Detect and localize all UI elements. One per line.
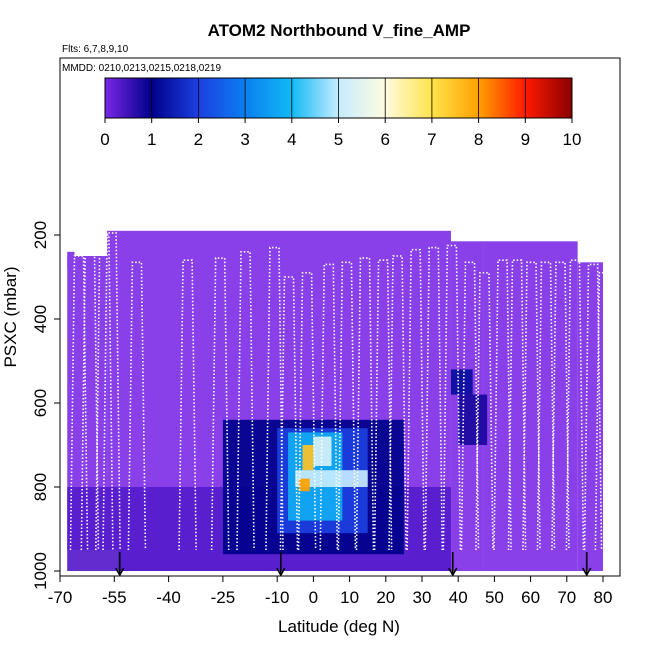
flight-track xyxy=(297,272,317,551)
x-tick-label: -40 xyxy=(156,588,181,607)
y-axis-label: PSXC (mbar) xyxy=(1,266,20,367)
flight-track xyxy=(373,259,393,551)
x-tick-label: 80 xyxy=(594,588,613,607)
x-tick-label: 60 xyxy=(521,588,540,607)
dates-label: MMDD: 0210,0213,0215,0218,0219 xyxy=(62,63,221,74)
colorbar-tick-label: 5 xyxy=(334,130,343,149)
flight-track xyxy=(460,261,480,551)
x-tick-label: 30 xyxy=(413,588,432,607)
x-tick-label: -70 xyxy=(48,588,73,607)
flight-tracks xyxy=(69,232,614,551)
x-axis-label: Latitude (deg N) xyxy=(278,617,400,636)
flight-track xyxy=(551,261,570,551)
flight-track xyxy=(522,261,541,551)
heatmap-cell xyxy=(298,478,310,492)
plot-frame xyxy=(59,57,621,577)
flight-track xyxy=(594,272,614,551)
chart-title: ATOM2 Northbound V_fine_AMP xyxy=(208,21,471,40)
colorbar-tick-label: 4 xyxy=(287,130,296,149)
x-tick-label: 40 xyxy=(449,588,468,607)
colorbar-tick-label: 8 xyxy=(474,130,483,149)
colorbar-tick-label: 10 xyxy=(563,130,582,149)
flight-track xyxy=(536,261,556,551)
y-tick-label: 200 xyxy=(31,221,50,249)
x-axis: -70 -55 -40 -25 -10 0 10 20 30 40 50 60 70 80 xyxy=(48,576,613,607)
y-tick-label: 400 xyxy=(31,305,50,333)
flight-track xyxy=(424,246,444,551)
colorbar-tick-label: 0 xyxy=(100,130,109,149)
x-tick-label: -25 xyxy=(211,588,236,607)
x-tick-label: 50 xyxy=(485,588,504,607)
heatmap-cell xyxy=(313,436,332,466)
flight-track xyxy=(279,276,299,551)
x-tick-label: 0 xyxy=(309,588,318,607)
heatmap-block xyxy=(67,251,75,269)
flight-track xyxy=(69,255,89,551)
x-tick-label: -55 xyxy=(102,588,127,607)
flight-arrow-head xyxy=(448,567,458,577)
colorbar-tick-label: 9 xyxy=(521,130,530,149)
flight-track xyxy=(265,246,284,551)
flight-track xyxy=(236,251,255,551)
flight-track xyxy=(95,234,114,551)
flight-track xyxy=(475,272,494,551)
heatmap-cell xyxy=(302,445,314,471)
flight-track xyxy=(337,261,357,551)
flight-track xyxy=(102,232,121,551)
colorbar-tick-label: 6 xyxy=(380,130,389,149)
flights-label: Flts: 6,7,8,9,10 xyxy=(62,44,129,55)
flight-track xyxy=(442,244,462,551)
y-tick-label: 1000 xyxy=(31,552,50,590)
colorbar-tick-label: 7 xyxy=(427,130,436,149)
x-tick-label: 70 xyxy=(557,588,576,607)
flight-track xyxy=(178,259,197,551)
x-tick-label: 10 xyxy=(340,588,359,607)
colorbar-tick-label: 2 xyxy=(194,130,203,149)
heatmap-cell xyxy=(295,470,368,487)
colorbar-tick-label: 1 xyxy=(147,130,156,149)
y-tick-label: 800 xyxy=(31,473,50,501)
flight-track xyxy=(388,255,407,551)
heatmap-block xyxy=(483,241,578,572)
colorbar: 0 1 2 3 4 5 6 7 8 9 10 xyxy=(100,77,582,149)
flight-track xyxy=(493,259,512,551)
flight-track xyxy=(507,259,527,551)
y-tick-label: 600 xyxy=(31,389,50,417)
x-tick-label: -10 xyxy=(265,588,290,607)
heatmap-cell xyxy=(450,369,473,395)
x-tick-label: 20 xyxy=(376,588,395,607)
flight-arrows xyxy=(115,552,592,577)
flight-arrow-head xyxy=(115,567,125,577)
flight-arrow-head xyxy=(276,567,286,577)
flight-arrow-head xyxy=(582,567,592,577)
flight-track xyxy=(127,261,147,551)
colorbar-tick-label: 3 xyxy=(240,130,249,149)
flight-track xyxy=(565,259,585,551)
flight-track xyxy=(406,248,425,551)
y-axis: 200 400 600 800 1000 xyxy=(31,221,60,590)
